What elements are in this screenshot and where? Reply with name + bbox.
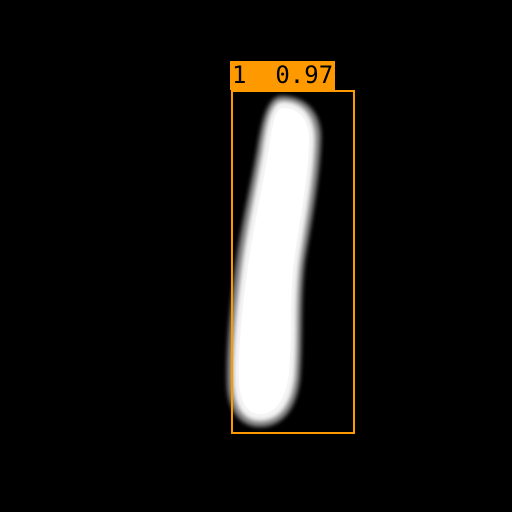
detection-label: 1 0.97 [230,61,336,90]
bounding-box [231,90,355,434]
